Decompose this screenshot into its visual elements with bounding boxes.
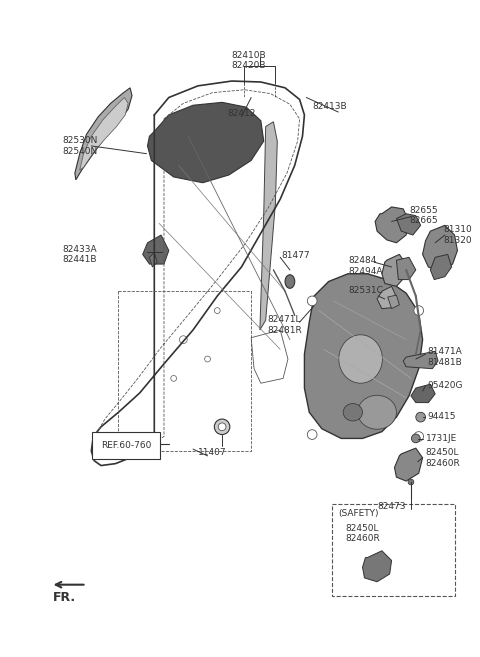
Text: 94415: 94415 (427, 413, 456, 421)
Text: 82413B: 82413B (312, 102, 347, 111)
Polygon shape (395, 448, 422, 481)
Text: 95420G: 95420G (427, 381, 463, 390)
Polygon shape (382, 254, 406, 286)
Polygon shape (75, 88, 132, 180)
Polygon shape (304, 274, 422, 438)
Text: 82450L
82460R: 82450L 82460R (425, 448, 460, 468)
Polygon shape (396, 258, 416, 280)
Text: 82450L
82460R: 82450L 82460R (345, 524, 380, 543)
Text: 82655
82665: 82655 82665 (409, 206, 438, 225)
Text: 82412: 82412 (227, 109, 255, 118)
Circle shape (204, 356, 210, 362)
Text: 81477: 81477 (281, 250, 310, 260)
Polygon shape (375, 207, 409, 243)
Text: 11407: 11407 (198, 448, 227, 457)
Text: 81471A
81481B: 81471A 81481B (427, 348, 462, 367)
Polygon shape (396, 214, 420, 235)
Text: 82471L
82481R: 82471L 82481R (268, 315, 302, 335)
Polygon shape (147, 102, 264, 183)
Ellipse shape (285, 275, 295, 288)
Text: 82484
82494A: 82484 82494A (348, 256, 383, 276)
Polygon shape (388, 295, 399, 309)
Ellipse shape (339, 335, 383, 383)
Circle shape (414, 306, 423, 315)
Circle shape (416, 413, 425, 422)
Polygon shape (143, 235, 169, 264)
Circle shape (307, 296, 317, 306)
Ellipse shape (358, 396, 396, 429)
Polygon shape (149, 252, 157, 267)
Circle shape (408, 479, 414, 485)
Text: 82410B
82420B: 82410B 82420B (231, 51, 265, 70)
Circle shape (171, 375, 177, 381)
Circle shape (411, 434, 420, 443)
Text: FR.: FR. (53, 591, 76, 604)
Polygon shape (251, 330, 288, 383)
Text: 82530N
82540N: 82530N 82540N (62, 136, 97, 156)
Circle shape (215, 307, 220, 313)
Polygon shape (403, 351, 438, 369)
Polygon shape (411, 384, 435, 403)
Polygon shape (80, 97, 128, 170)
Circle shape (307, 430, 317, 440)
Ellipse shape (343, 403, 362, 421)
Circle shape (414, 432, 423, 442)
Circle shape (218, 423, 226, 431)
Polygon shape (422, 225, 457, 272)
Text: 81310
81320: 81310 81320 (443, 225, 472, 245)
Polygon shape (260, 122, 277, 330)
Text: REF.60-760: REF.60-760 (101, 442, 151, 450)
Polygon shape (431, 254, 452, 280)
Text: 82531C: 82531C (348, 286, 383, 296)
Text: 82433A
82441B: 82433A 82441B (62, 244, 97, 264)
Polygon shape (377, 286, 396, 309)
Text: (SAFETY): (SAFETY) (338, 509, 379, 518)
Circle shape (215, 419, 230, 434)
Text: 82473: 82473 (377, 503, 406, 511)
Polygon shape (362, 551, 392, 582)
Circle shape (180, 336, 187, 344)
Text: 1731JE: 1731JE (425, 434, 457, 443)
